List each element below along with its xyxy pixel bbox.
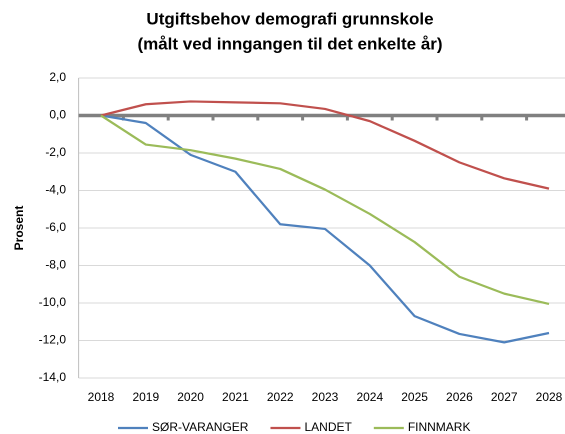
chart-title: (målt ved inngangen til det enkelte år)	[137, 34, 442, 53]
y-tick-label: -4,0	[45, 183, 66, 197]
x-tick-label: 2024	[356, 390, 383, 404]
x-tick-label: 2020	[177, 390, 204, 404]
y-axis-label: Prosent	[12, 206, 26, 251]
legend-label: LANDET	[304, 420, 352, 434]
x-tick-label: 2028	[536, 390, 563, 404]
series-line	[100, 114, 550, 306]
y-tick-label: 0,0	[49, 108, 66, 122]
y-tick-label: -14,0	[39, 370, 67, 384]
y-tick-label: -12,0	[39, 333, 67, 347]
x-tick-label: 2027	[491, 390, 518, 404]
y-tick-label: -2,0	[45, 145, 66, 159]
x-tick-label: 2023	[312, 390, 339, 404]
y-tick-label: -10,0	[39, 295, 67, 309]
x-tick-label: 2019	[132, 390, 159, 404]
chart-title: Utgiftsbehov demografi grunnskole	[146, 9, 433, 28]
x-tick-label: 2022	[267, 390, 294, 404]
y-tick-label: 2,0	[49, 70, 66, 84]
x-tick-label: 2025	[401, 390, 428, 404]
series-line	[100, 100, 550, 190]
legend-label: FINNMARK	[408, 420, 471, 434]
x-tick-label: 2018	[88, 390, 115, 404]
x-tick-label: 2026	[446, 390, 473, 404]
y-tick-label: -6,0	[45, 220, 66, 234]
x-tick-label: 2021	[222, 390, 249, 404]
series-line	[100, 114, 550, 344]
y-tick-label: -8,0	[45, 258, 66, 272]
legend-label: SØR-VARANGER	[152, 420, 249, 434]
